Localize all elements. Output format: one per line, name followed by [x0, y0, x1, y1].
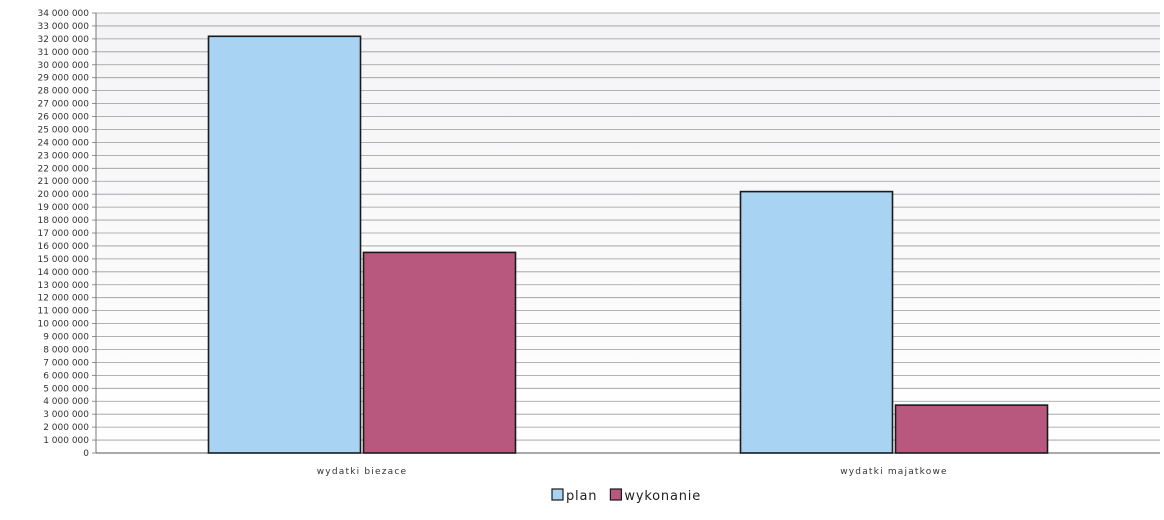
y-tick-label: 27 000 000 — [37, 100, 89, 110]
y-tick-label: 7 000 000 — [43, 358, 89, 368]
y-tick-label: 17 000 000 — [37, 229, 89, 239]
y-tick-label: 14 000 000 — [37, 268, 89, 278]
legend-swatch-plan — [551, 488, 564, 501]
y-tick-label: 10 000 000 — [37, 320, 89, 330]
y-tick-label: 19 000 000 — [37, 203, 89, 213]
y-tick-label: 29 000 000 — [37, 74, 89, 84]
y-tick-label: 33 000 000 — [37, 22, 89, 32]
y-tick-label: 12 000 000 — [37, 294, 89, 304]
bar-plan-0 — [207, 35, 362, 454]
bar-wykonanie-1 — [894, 404, 1049, 454]
y-tick-label: 23 000 000 — [37, 151, 89, 161]
y-tick-label: 28 000 000 — [37, 87, 89, 97]
y-tick-label: 2 000 000 — [43, 423, 89, 433]
y-tick-label: 25 000 000 — [37, 125, 89, 135]
legend-swatch-wykonanie — [609, 488, 623, 501]
y-tick-label: 18 000 000 — [37, 216, 89, 226]
y-tick-label: 13 000 000 — [37, 281, 89, 291]
bar-wykonanie-0 — [362, 251, 517, 454]
y-tick-label: 15 000 000 — [37, 255, 89, 265]
y-tick-label: 4 000 000 — [43, 397, 89, 407]
y-tick-label: 16 000 000 — [37, 242, 89, 252]
y-tick-label: 30 000 000 — [37, 61, 89, 71]
y-tick-label: 31 000 000 — [37, 48, 89, 58]
y-tick-label: 8 000 000 — [43, 345, 89, 355]
y-tick-label: 9 000 000 — [43, 333, 89, 343]
y-tick-label: 34 000 000 — [37, 9, 89, 19]
y-tick-label: 20 000 000 — [37, 190, 89, 200]
y-tick-label: 21 000 000 — [37, 177, 89, 187]
bar-plan-1 — [739, 190, 894, 454]
x-category-label: wydatki biezace — [317, 467, 408, 477]
y-tick-label: 11 000 000 — [37, 307, 89, 317]
y-tick-label: 24 000 000 — [37, 138, 89, 148]
y-tick-label: 3 000 000 — [43, 410, 89, 420]
y-tick-label: 22 000 000 — [37, 164, 89, 174]
legend-label-wykonanie: wykonanie — [624, 489, 701, 504]
y-tick-label: 6 000 000 — [43, 371, 89, 381]
x-category-label: wydatki majatkowe — [840, 467, 948, 477]
y-tick-label: 5 000 000 — [43, 384, 89, 394]
y-tick-label: 26 000 000 — [37, 113, 89, 123]
legend-label-plan: plan — [566, 489, 597, 504]
y-tick-label: 1 000 000 — [43, 436, 89, 446]
y-tick-label: 0 — [83, 449, 89, 459]
y-tick-label: 32 000 000 — [37, 35, 89, 45]
